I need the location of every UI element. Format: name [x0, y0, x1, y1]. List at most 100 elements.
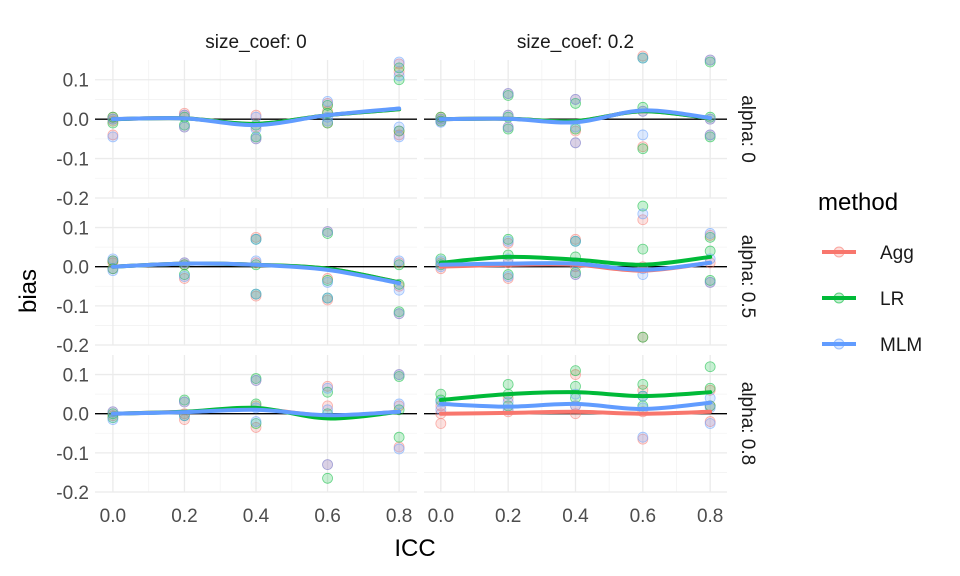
point-mlm [704, 228, 716, 239]
point-lr [393, 259, 405, 271]
y-tick-label: 0.1 [63, 219, 89, 240]
x-tick-label: 0.6 [630, 506, 656, 527]
point-mlm [570, 269, 581, 280]
panel-1-1 [435, 200, 716, 343]
y-tick-label: -0.1 [56, 150, 89, 171]
point-mlm [179, 121, 190, 133]
point-mlm [107, 253, 119, 265]
point-mlm [250, 416, 262, 427]
point-lr [637, 143, 649, 155]
point-mlm [570, 235, 581, 247]
smooth-line-mlm [438, 400, 713, 412]
y-tick-label: 0.1 [63, 71, 89, 92]
point-mlm [570, 94, 581, 105]
point-lr [322, 472, 333, 484]
point-lr [637, 200, 649, 212]
point-lr [637, 331, 649, 343]
axes-labels: ICC bias 0.1 0.0 -0.1 -0.2 0.1 0.0 -0.1 -0.2 0.1… [15, 71, 723, 562]
legend-key-point [833, 338, 845, 350]
point-mlm [637, 129, 649, 141]
x-tick-label: 0.8 [386, 506, 412, 527]
point-lr [704, 231, 716, 243]
x-tick-label: 0.4 [562, 506, 589, 527]
x-axis-title: ICC [394, 535, 435, 562]
point-agg [179, 414, 190, 425]
y-tick-label: 0.0 [63, 405, 89, 426]
point-lr [393, 74, 405, 86]
panel-2-0 [107, 369, 405, 484]
legend-title: method [818, 189, 898, 216]
point-lr [393, 62, 405, 74]
point-agg [637, 214, 649, 226]
point-mlm [250, 233, 262, 245]
legend: method Agg LR MLM [818, 189, 922, 356]
smooth-line-mlm [110, 261, 402, 286]
facet-row-label: alpha: 0.8 [737, 382, 758, 465]
point-mlm [393, 443, 405, 455]
point-lr [502, 378, 514, 390]
y-tick-label: -0.2 [56, 189, 89, 210]
panel-1-0 [107, 226, 405, 320]
point-mlm [250, 288, 262, 300]
y-tick-label: 0.0 [63, 258, 89, 279]
point-agg [570, 369, 581, 380]
smooth-line-mlm [438, 260, 713, 272]
legend-key-point [833, 246, 845, 258]
panel-2-1 [435, 361, 716, 445]
point-agg [435, 418, 447, 429]
point-agg [250, 422, 262, 433]
smooth-line-mlm [110, 407, 402, 418]
legend-label: LR [880, 289, 904, 310]
point-agg [322, 400, 333, 412]
point-mlm [179, 396, 190, 408]
smooth-line-mlm [110, 106, 402, 128]
smooth-line-lr [438, 390, 713, 403]
point-mlm [322, 459, 333, 471]
point-mlm [502, 121, 514, 133]
x-tick-label: 0.0 [428, 506, 454, 527]
point-mlm [637, 431, 649, 443]
point-mlm [322, 226, 333, 237]
point-lr [637, 378, 649, 390]
smooth-line-mlm [438, 108, 713, 125]
panel-0-0 [107, 56, 405, 145]
x-tick-label: 0.8 [697, 506, 723, 527]
point-mlm [393, 308, 405, 320]
point-lr [570, 97, 581, 109]
y-tick-label: -0.2 [56, 336, 89, 357]
legend-label: Agg [880, 243, 914, 264]
y-tick-label: -0.2 [56, 483, 89, 504]
legend-label: MLM [880, 335, 922, 356]
point-mlm [704, 276, 716, 288]
point-mlm [322, 96, 333, 107]
point-mlm [250, 133, 262, 145]
point-mlm [393, 121, 405, 133]
point-mlm [502, 88, 514, 99]
y-tick-label: -0.1 [56, 297, 89, 318]
legend-item-mlm: MLM [822, 335, 922, 356]
point-mlm [637, 52, 649, 64]
facet-row-label: alpha: 0 [737, 95, 758, 163]
smooth-line-agg [438, 409, 713, 416]
point-mlm [393, 255, 405, 267]
facet-column-label: size_coef: 0 [205, 32, 306, 53]
point-mlm [570, 137, 581, 149]
point-mlm [393, 284, 405, 296]
point-mlm [502, 235, 514, 247]
y-tick-label: 0.1 [63, 366, 89, 387]
legend-item-agg: Agg [822, 243, 914, 264]
facet-row-label: alpha: 0.5 [737, 235, 758, 318]
point-mlm [107, 131, 119, 143]
point-mlm [179, 271, 190, 282]
legend-item-lr: LR [822, 289, 904, 310]
point-mlm [250, 111, 262, 123]
point-lr [322, 99, 333, 111]
facet-strips: size_coef: 0 size_coef: 0.2 alpha: 0 alpha:… [205, 32, 758, 465]
y-tick-label: -0.1 [56, 444, 89, 465]
panels-layer [95, 50, 727, 493]
point-lr [393, 431, 405, 443]
x-tick-label: 0.4 [243, 506, 270, 527]
x-tick-label: 0.2 [495, 506, 521, 527]
x-tick-label: 0.2 [171, 506, 197, 527]
